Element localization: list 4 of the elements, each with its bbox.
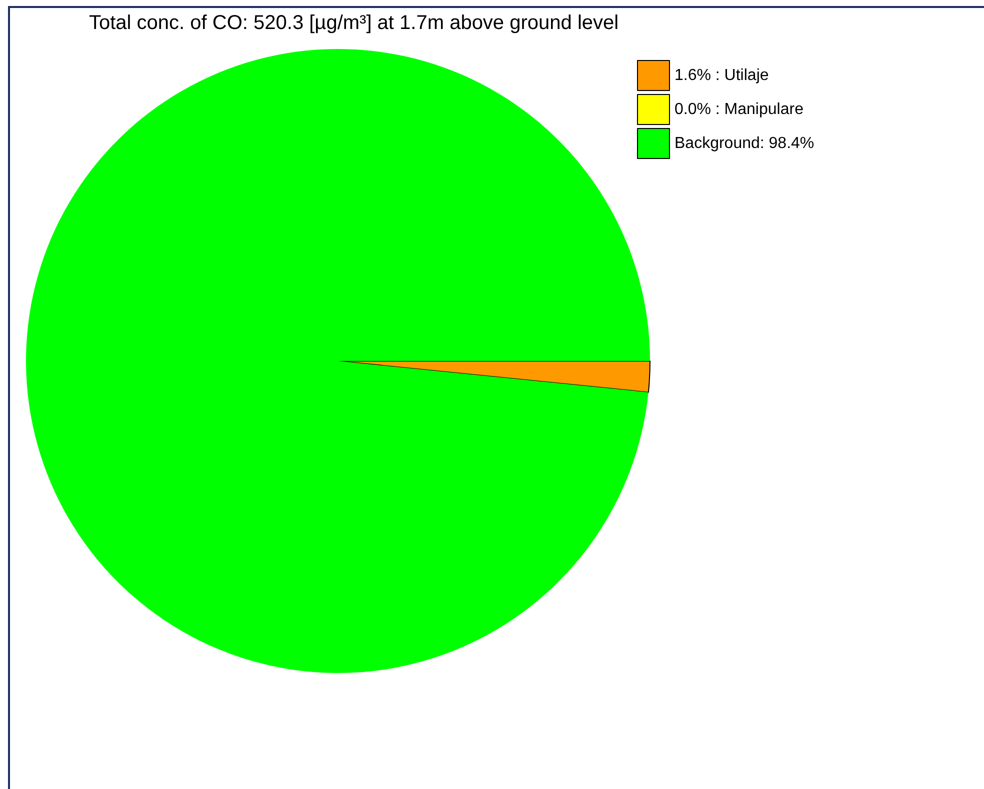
legend-label: 0.0% : Manipulare (674, 101, 804, 118)
legend-label: 1.6% : Utilaje (674, 67, 769, 84)
chart-title: Total conc. of CO: 520.3 [µg/m³] at 1.7m above ground level (89, 12, 619, 34)
legend-label: Background: 98.4% (674, 135, 814, 152)
